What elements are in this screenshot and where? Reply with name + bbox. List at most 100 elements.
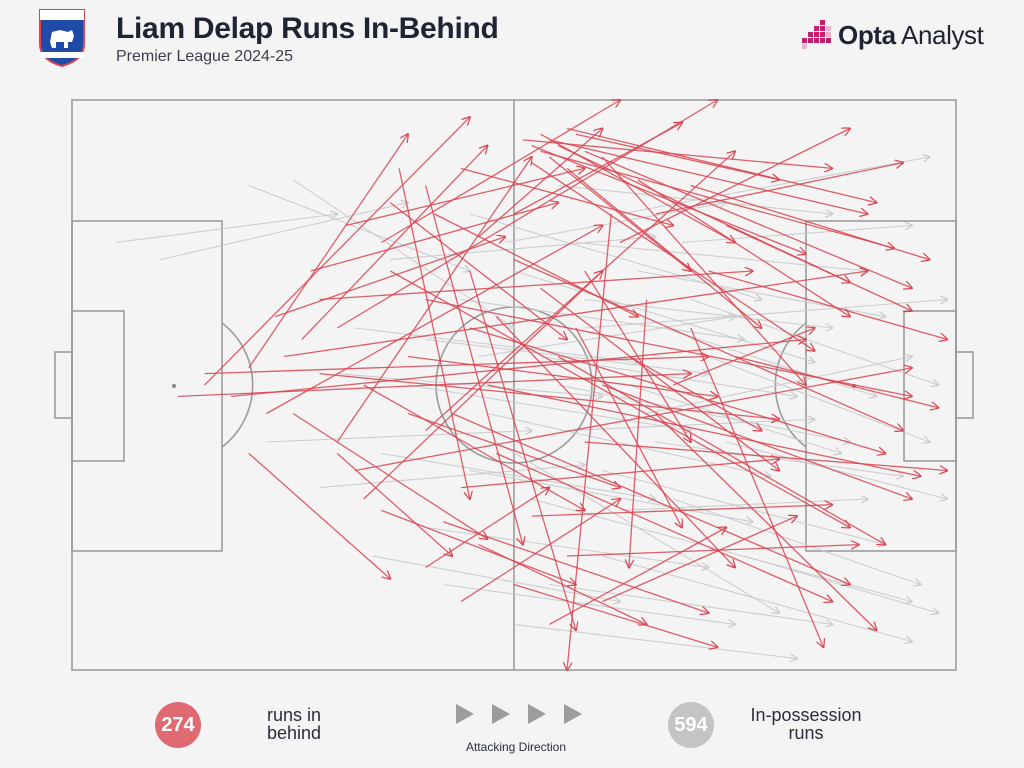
run-in-behind — [204, 357, 709, 375]
runs-in-behind-label: runs in behind — [266, 705, 322, 743]
in-possession-run — [513, 623, 797, 658]
run-in-behind — [734, 355, 938, 408]
run-in-behind — [601, 156, 805, 385]
in-possession-run — [266, 431, 531, 443]
run-in-behind — [469, 270, 576, 630]
run-in-behind — [575, 327, 682, 528]
run-in-behind — [557, 355, 885, 545]
run-in-behind — [398, 168, 470, 499]
in-possession-run — [584, 298, 833, 329]
run-in-behind — [566, 167, 761, 328]
left-six-yard-box — [71, 310, 125, 462]
in-possession-run — [690, 298, 939, 386]
left-goal — [54, 351, 73, 419]
run-in-behind — [549, 528, 726, 625]
run-in-behind — [567, 545, 859, 557]
run-in-behind — [292, 412, 487, 539]
in-possession-run — [116, 214, 337, 244]
run-in-behind — [513, 583, 717, 648]
run-in-behind — [549, 139, 867, 214]
in-possession-run — [743, 555, 938, 613]
in-possession-run — [469, 469, 753, 522]
brand-name-bold: Opta — [838, 20, 896, 50]
run-in-behind — [566, 127, 876, 203]
run-in-behind — [690, 327, 824, 647]
run-in-behind — [637, 179, 850, 317]
run-in-behind — [575, 133, 779, 180]
run-in-behind — [310, 203, 559, 272]
in-possession-run — [664, 327, 876, 396]
in-possession-run — [672, 498, 921, 585]
run-in-behind — [425, 151, 735, 432]
run-in-behind — [451, 412, 850, 585]
in-possession-run — [681, 225, 912, 244]
run-in-behind — [248, 134, 408, 369]
direction-arrow-icon — [528, 704, 546, 724]
in-possession-label: In-possession runs — [750, 705, 862, 743]
in-possession-run — [540, 355, 797, 397]
run-in-behind — [495, 316, 735, 568]
run-in-behind — [381, 509, 575, 584]
run-in-behind — [336, 452, 452, 556]
run-in-behind — [204, 117, 470, 386]
right-six-yard-box — [903, 310, 957, 462]
run-in-behind — [522, 139, 832, 169]
run-in-behind — [231, 339, 806, 398]
page-title: Liam Delap Runs In-Behind — [116, 12, 499, 45]
run-in-behind — [725, 224, 912, 311]
direction-arrow-icon — [564, 704, 582, 724]
left-penalty-arc — [221, 322, 254, 448]
run-in-behind — [584, 270, 691, 442]
run-in-behind — [496, 452, 832, 601]
run-in-behind — [248, 452, 390, 578]
run-in-behind — [513, 259, 903, 431]
run-in-behind — [655, 163, 903, 215]
run-in-behind — [460, 499, 620, 603]
run-in-behind — [654, 413, 876, 631]
run-in-behind — [425, 488, 550, 568]
ipswich-town-crest-icon — [39, 9, 85, 68]
run-in-behind — [513, 123, 682, 215]
run-in-behind — [531, 505, 833, 517]
opta-logo-icon — [802, 20, 831, 49]
run-in-behind — [381, 100, 620, 244]
run-in-behind — [345, 168, 585, 227]
run-in-behind — [584, 441, 947, 471]
run-in-behind — [460, 459, 779, 489]
run-in-behind — [690, 184, 930, 260]
attacking-direction-label: Attacking Direction — [465, 740, 567, 754]
attacking-direction-arrows — [456, 704, 582, 724]
runs-in-behind-count-badge: 274 — [155, 702, 201, 748]
brand-name-light: Analyst — [895, 20, 984, 50]
run-in-behind — [178, 374, 691, 398]
in-possession-run — [558, 184, 832, 215]
in-possession-count-badge: 594 — [668, 702, 714, 748]
run-in-behind — [363, 384, 585, 510]
run-in-behind — [354, 368, 912, 472]
in-possession-run — [505, 203, 726, 244]
run-in-behind — [363, 271, 603, 500]
in-possession-run — [390, 237, 655, 261]
direction-arrow-icon — [492, 704, 510, 724]
run-in-behind — [548, 156, 690, 271]
run-in-behind — [478, 544, 647, 625]
in-possession-run — [602, 555, 911, 642]
run-in-behind — [407, 355, 717, 397]
in-possession-run — [381, 452, 655, 499]
in-possession-run — [726, 441, 947, 499]
in-possession-run — [708, 355, 929, 443]
opta-analyst-logo: Opta Analyst — [798, 16, 988, 56]
brand-name: Opta Analyst — [838, 20, 984, 51]
run-in-behind — [619, 129, 850, 244]
runs-in-behind-layer — [178, 100, 947, 670]
in-possession-run — [575, 241, 868, 272]
run-in-behind — [266, 225, 602, 415]
run-in-behind — [540, 287, 780, 470]
run-in-behind — [336, 157, 531, 443]
run-in-behind — [284, 271, 867, 358]
in-possession-run — [628, 384, 841, 453]
in-possession-run — [292, 179, 514, 328]
run-in-behind — [602, 516, 796, 603]
in-possession-run — [646, 357, 912, 415]
in-possession-run — [407, 384, 691, 431]
